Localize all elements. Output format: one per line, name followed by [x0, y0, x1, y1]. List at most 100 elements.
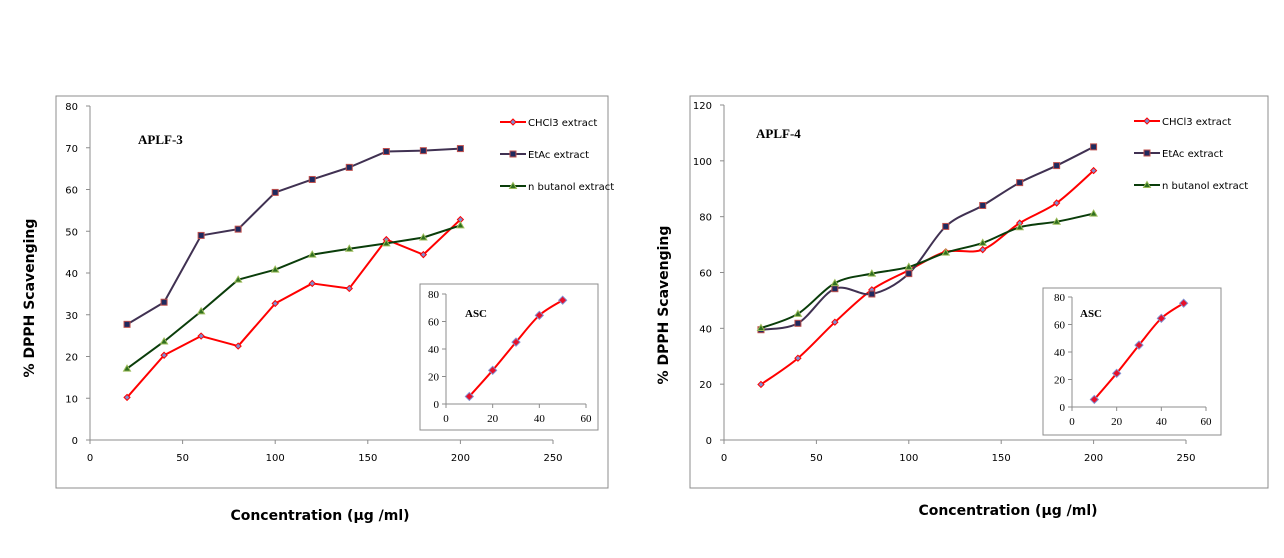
data-point: [1016, 179, 1024, 187]
inset-data-point: [534, 310, 545, 321]
data-point: [382, 148, 390, 156]
legend-label: EtAc extract: [528, 150, 589, 161]
data-point: [418, 233, 428, 241]
x-tick-label: 50: [176, 453, 189, 464]
inset-data-point: [1178, 298, 1189, 308]
inset-data-point: [1156, 313, 1167, 324]
data-point: [793, 309, 803, 317]
data-point: [456, 220, 465, 229]
y-tick-label: 40: [65, 269, 78, 280]
data-point: [160, 298, 168, 306]
y-tick-label: 100: [693, 157, 712, 168]
inset-x-tick-label: 20: [1111, 416, 1123, 428]
inset-title: ASC: [1080, 308, 1102, 320]
series-line-etac: [760, 145, 1095, 331]
data-point: [830, 278, 840, 287]
inset-y-tick-label: 20: [428, 372, 440, 384]
inset-y-tick-label: 60: [428, 317, 440, 329]
inset-x-tick-label: 60: [581, 413, 593, 425]
data-point: [941, 248, 951, 256]
x-tick-label: 200: [1084, 453, 1103, 464]
x-tick-label: 150: [992, 453, 1011, 464]
y-tick-label: 40: [699, 324, 712, 335]
data-point: [942, 222, 950, 230]
y-tick-label: 0: [706, 436, 712, 447]
inset-x-tick-label: 40: [534, 413, 546, 425]
legend-label: n butanol extract: [528, 182, 614, 193]
inset-data-point: [1089, 394, 1100, 405]
x-tick-label: 250: [1176, 453, 1195, 464]
y-axis-label: % DPPH Scavenging: [22, 219, 38, 378]
inset-y-tick-label: 40: [1054, 347, 1066, 359]
y-axis-label: % DPPH Scavenging: [656, 226, 672, 385]
legend-label: CHCl3 extract: [528, 118, 597, 129]
y-tick-label: 10: [65, 394, 78, 405]
data-point: [123, 320, 131, 328]
legend-marker: [509, 150, 517, 158]
inset-asc: 0 20 40 60 80 0 20 40 60 ASC: [1042, 287, 1222, 436]
inset-asc: 0 20 40 60 80 0 20 40 60 ASC: [419, 283, 599, 431]
x-tick-label: 50: [810, 453, 823, 464]
inset-data-point: [487, 365, 498, 376]
inset-data-point: [1134, 340, 1144, 350]
data-point: [1089, 209, 1098, 217]
inset-data-point: [464, 391, 475, 402]
data-point: [831, 318, 839, 326]
data-point: [1089, 166, 1098, 175]
x-axis-label: Concentration (µg /ml): [230, 508, 409, 524]
legend-marker: [1142, 180, 1152, 188]
y-tick-label: 30: [65, 311, 78, 322]
data-point: [1090, 143, 1098, 151]
data-point: [831, 285, 839, 293]
legend-marker: [1143, 117, 1151, 125]
legend-label: n butanol extract: [1162, 181, 1248, 192]
legend-label: EtAc extract: [1162, 149, 1223, 160]
x-tick-label: 100: [899, 453, 918, 464]
x-tick-label: 0: [87, 453, 93, 464]
x-tick-label: 150: [358, 453, 377, 464]
x-tick-label: 0: [721, 453, 727, 464]
data-point: [1052, 199, 1061, 207]
legend-label: CHCl3 extract: [1162, 117, 1231, 128]
data-point: [419, 147, 427, 155]
data-point: [307, 250, 317, 258]
y-tick-label: 20: [65, 353, 78, 364]
inset-x-tick-label: 0: [1069, 416, 1075, 428]
inset-y-tick-label: 80: [1054, 292, 1066, 304]
y-tick-label: 50: [65, 227, 78, 238]
data-point: [160, 351, 168, 359]
legend: CHCl3 extract EtAc extract n butanol extra…: [1134, 117, 1248, 192]
legend: CHCl3 extract EtAc extract n butanol extra…: [500, 118, 614, 193]
y-tick-label: 80: [699, 213, 712, 224]
data-point: [867, 269, 877, 277]
data-point: [344, 244, 354, 252]
data-point: [345, 284, 353, 293]
data-point: [123, 393, 131, 402]
inset-y-tick-label: 40: [428, 344, 440, 356]
series-line-n: [126, 224, 461, 370]
y-tick-label: 70: [65, 144, 78, 155]
data-point: [197, 231, 205, 239]
data-point: [979, 202, 987, 209]
legend-marker: [1143, 149, 1151, 157]
x-axis-label: Concentration (µg /ml): [918, 503, 1097, 519]
data-point: [233, 275, 243, 283]
data-point: [1053, 162, 1061, 170]
inset-x-tick-label: 20: [487, 413, 499, 425]
chart-title: APLF-4: [756, 126, 801, 141]
inset-frame: [1042, 287, 1222, 436]
y-tick-label: 0: [72, 436, 78, 447]
data-point: [270, 265, 280, 273]
data-point: [979, 245, 987, 254]
data-point: [308, 279, 316, 288]
y-tick-label: 60: [699, 269, 712, 280]
data-point: [456, 145, 464, 153]
inset-y-tick-label: 0: [434, 399, 440, 411]
y-tick-label: 60: [65, 186, 78, 197]
inset-frame: [419, 283, 599, 431]
data-point: [345, 163, 353, 171]
data-point: [905, 270, 913, 278]
data-point: [234, 342, 242, 350]
